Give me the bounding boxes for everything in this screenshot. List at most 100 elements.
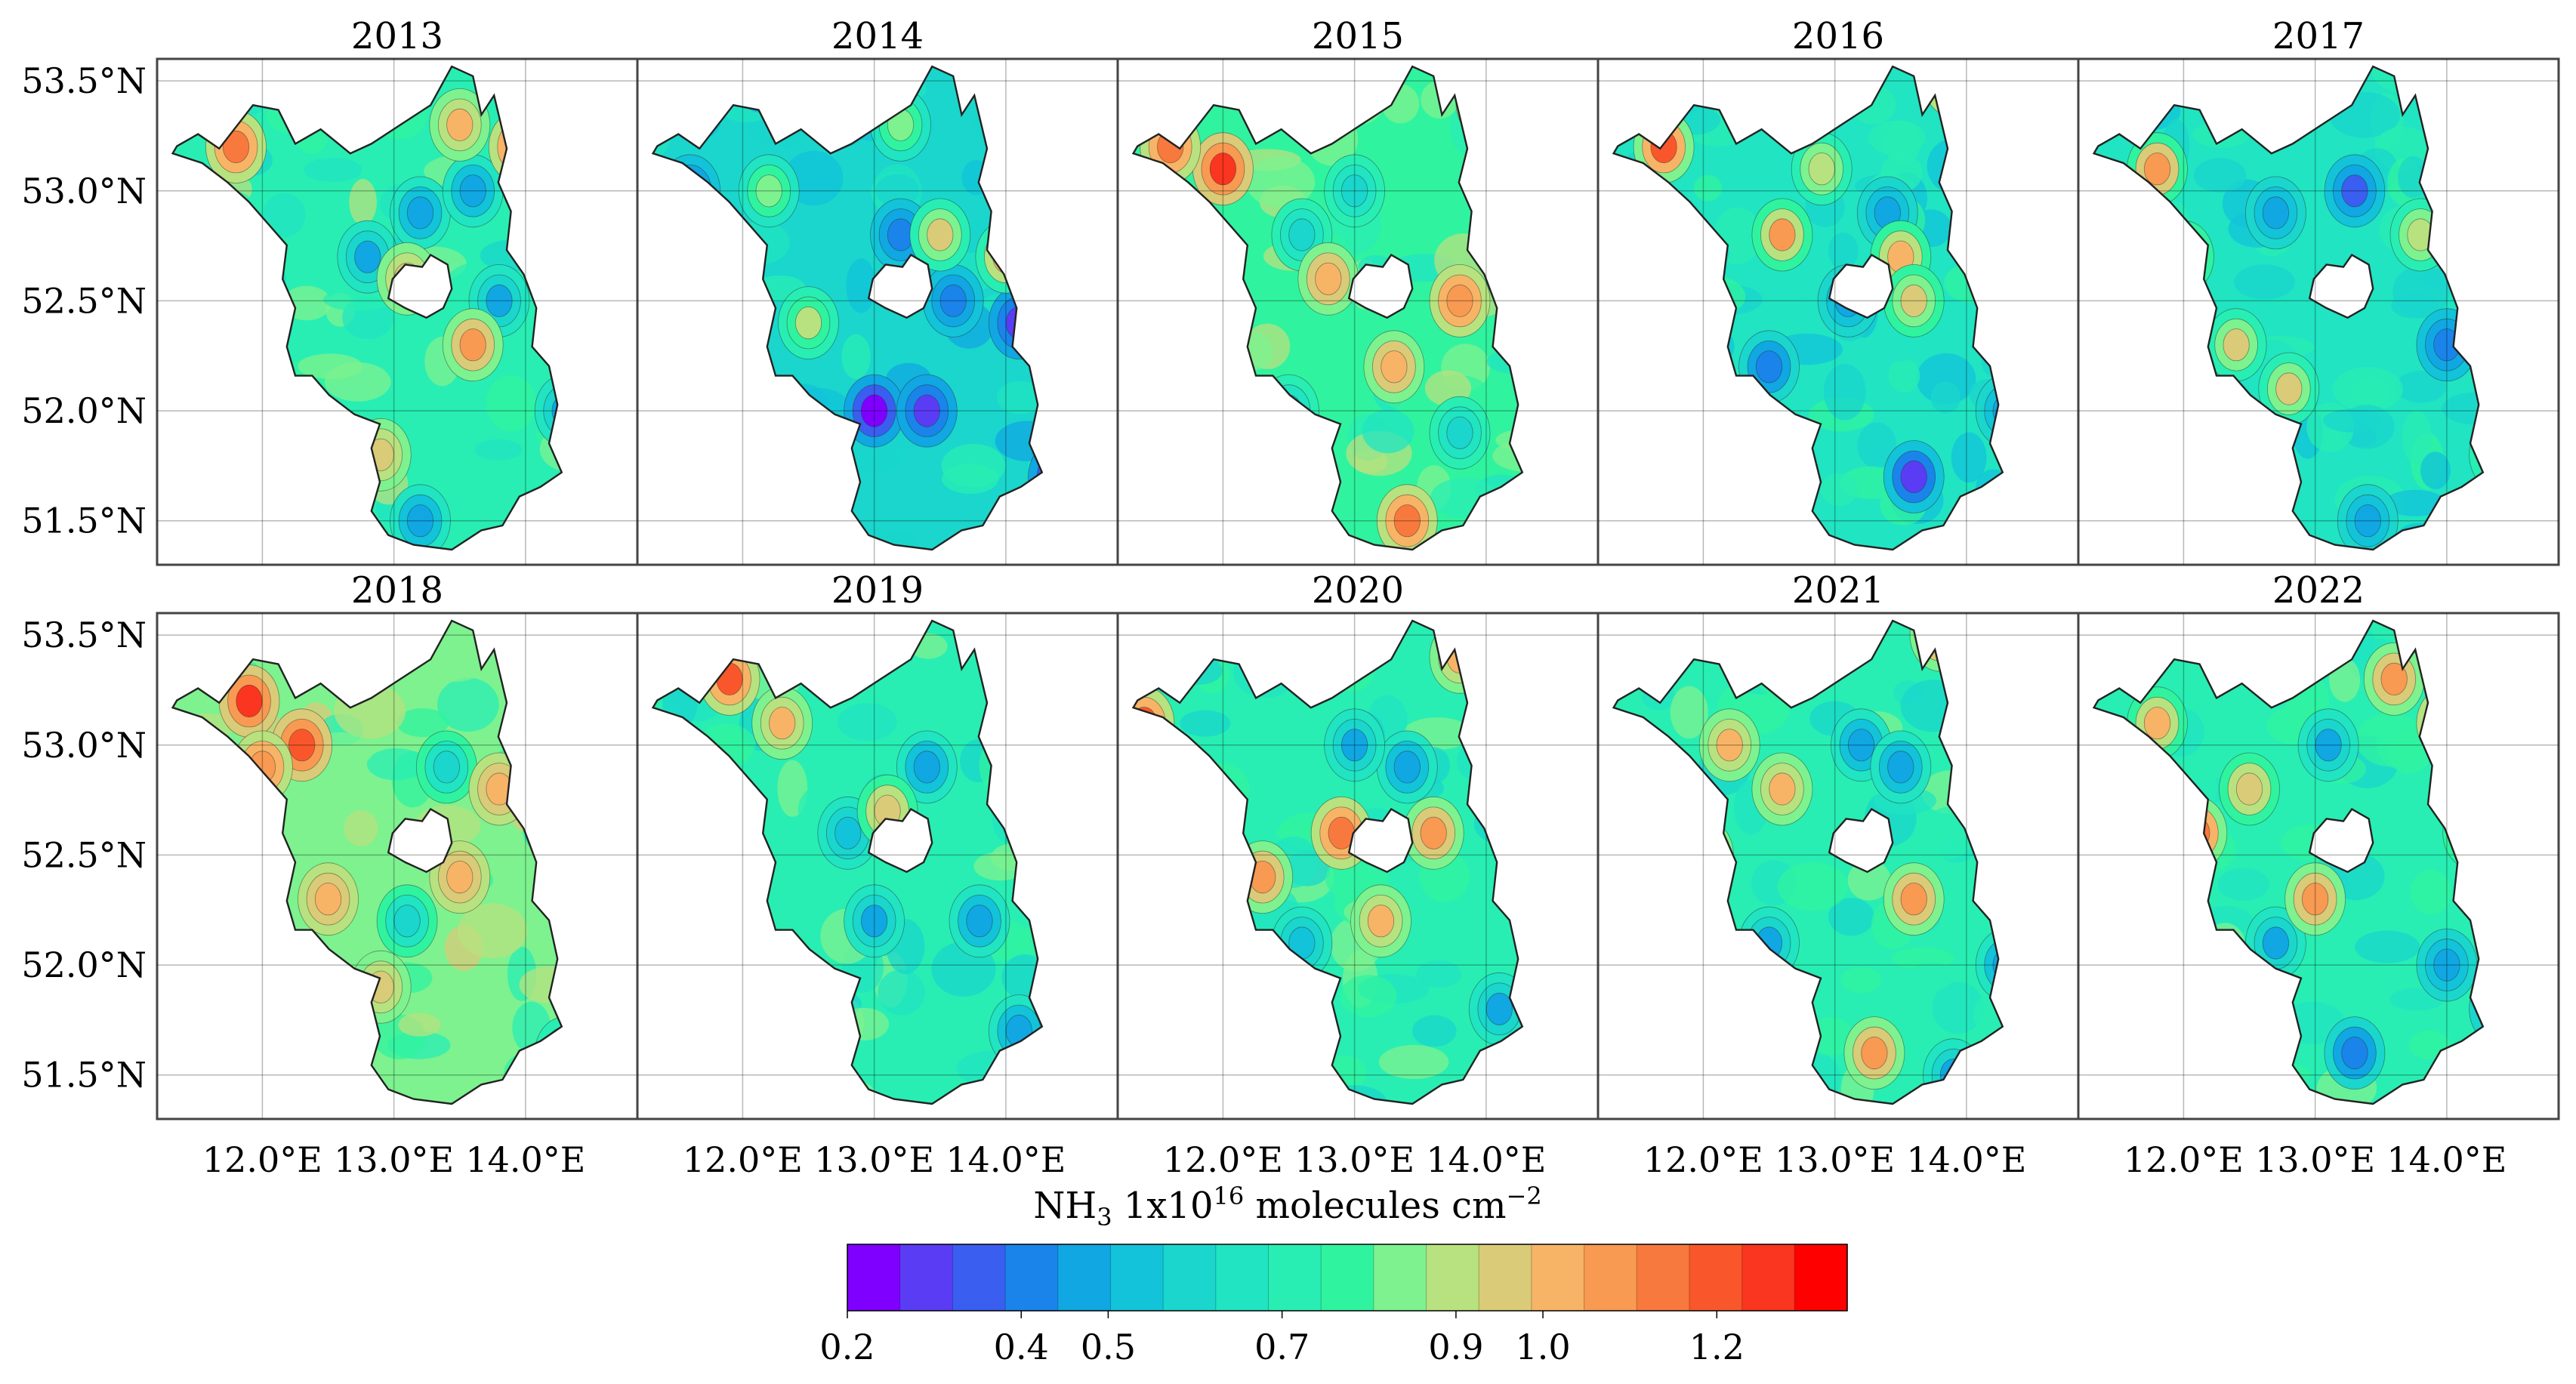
map-panel-2016: 2016: [1597, 15, 2080, 566]
nh3-spot: [459, 174, 486, 208]
field-variation: [423, 656, 482, 683]
nh3-spot: [861, 394, 888, 427]
nh3-spot: [927, 218, 954, 251]
nh3-spot: [1381, 350, 1408, 384]
nh3-spot: [393, 905, 421, 938]
field-variation: [396, 708, 449, 738]
panel-year-title: 2018: [351, 569, 443, 612]
colorbar-swatch: [1057, 1244, 1112, 1311]
nh3-spot: [794, 306, 822, 340]
field-variation: [1868, 120, 1926, 156]
panel-year-title: 2021: [1792, 569, 1884, 612]
lon-tick-label: 14.0°E: [1426, 1139, 1546, 1180]
panel-year-title: 2020: [1312, 569, 1404, 612]
colorbar-swatch: [1163, 1244, 1217, 1311]
colorbar-tick-label: 1.0: [1515, 1327, 1570, 1367]
brandenburg-outline: [171, 65, 563, 551]
colorbar-label-coef: 1x10: [1112, 1185, 1214, 1227]
nh3-spot: [1393, 504, 1421, 538]
field-variation: [304, 158, 362, 182]
brandenburg-outline: [171, 619, 563, 1105]
field-variation: [1670, 686, 1708, 739]
colorbar-swatch: [952, 1244, 1006, 1311]
nh3-spot: [222, 130, 250, 164]
panel-year-title: 2017: [2272, 15, 2365, 57]
lat-tick-label: 51.5°N: [21, 501, 147, 541]
lat-tick-label: 53.0°N: [21, 171, 147, 211]
lat-tick-label: 52.0°N: [21, 390, 147, 431]
field-variation: [1908, 962, 1954, 992]
field-variation: [1362, 409, 1414, 454]
nh3-spot: [2262, 196, 2289, 230]
field-variation: [298, 353, 362, 379]
field-variation: [941, 443, 1006, 488]
panel-gridlines: [1118, 613, 1598, 1119]
field-variation: [1932, 982, 1984, 1034]
field-variation: [2420, 452, 2451, 489]
field-variation: [2309, 220, 2340, 242]
map-panel-2021: 2021: [1597, 569, 2080, 1120]
nh3-spot: [433, 751, 460, 784]
field-variation: [2384, 489, 2445, 516]
colorbar-tick-label: 0.5: [1081, 1327, 1136, 1367]
field-variation: [2392, 266, 2450, 319]
nh3-spot: [913, 751, 940, 784]
lon-tick-label: 13.0°E: [1294, 1139, 1414, 1180]
brandenburg-outline: [1612, 619, 2004, 1105]
panel-gridlines: [637, 59, 1118, 565]
lon-tick-label: 12.0°E: [683, 1139, 803, 1180]
map-panel-2019: 2019: [636, 569, 1119, 1120]
nh3-spot: [939, 284, 967, 317]
nh3-spot: [1446, 284, 1473, 317]
nh3-spot: [1900, 460, 1927, 494]
nh3-spot: [446, 861, 474, 894]
panel-year-title: 2013: [351, 15, 443, 57]
nh3-spot: [1755, 350, 1783, 384]
nh3-spot: [2315, 729, 2342, 762]
nh3-spot: [861, 905, 888, 938]
field-variation: [1821, 473, 1858, 507]
colorbar-swatch: [1584, 1244, 1637, 1311]
colorbar-label-sub: 3: [1097, 1203, 1112, 1231]
field-variation: [457, 903, 528, 959]
panel-year-title: 2022: [2272, 569, 2365, 612]
field-variation: [437, 677, 499, 732]
brandenburg-outline: [651, 619, 1044, 1105]
colorbar-label-unit-exp: −2: [1507, 1182, 1542, 1210]
nh3-spot: [2341, 174, 2368, 208]
field-variation: [996, 381, 1042, 415]
nh3-spot: [354, 240, 381, 273]
field-variation: [1416, 960, 1462, 988]
nh3-spot: [1288, 218, 1316, 251]
field-variation: [344, 810, 378, 846]
brandenburg-outline: [2092, 65, 2485, 551]
field-variation: [1828, 233, 1859, 270]
lat-tick-label: 52.0°N: [21, 945, 147, 985]
field-variation: [846, 258, 876, 313]
nh3-spot: [459, 328, 486, 362]
field-variation: [841, 334, 871, 380]
field-variation: [474, 439, 523, 461]
nh3-spot: [2262, 926, 2289, 960]
lat-tick-label: 51.5°N: [21, 1055, 147, 1096]
brandenburg-outline: [1612, 65, 2004, 551]
lon-tick-label: 12.0°E: [1643, 1139, 1763, 1180]
field-variation: [1778, 862, 1849, 911]
panel-gridlines: [157, 613, 637, 1119]
field-variation: [1930, 381, 1961, 414]
colorbar-swatch: [1689, 1244, 1743, 1311]
colorbar-swatch: [1479, 1244, 1532, 1311]
field-variation: [1951, 432, 1987, 483]
nh3-spot: [2223, 328, 2250, 362]
nh3-spot: [1769, 772, 1796, 806]
field-variation: [262, 193, 306, 238]
nh3-spot: [2469, 418, 2483, 492]
field-variation: [1828, 898, 1874, 936]
colorbar-label: NH3 1x1016 molecules cm−2: [1033, 1182, 1541, 1231]
field-variation: [1823, 363, 1866, 421]
lon-tick-label: 14.0°E: [2386, 1139, 2507, 1180]
field-variation: [2193, 158, 2247, 193]
nh3-spot: [2469, 972, 2483, 1046]
field-variation: [1412, 1015, 1457, 1047]
